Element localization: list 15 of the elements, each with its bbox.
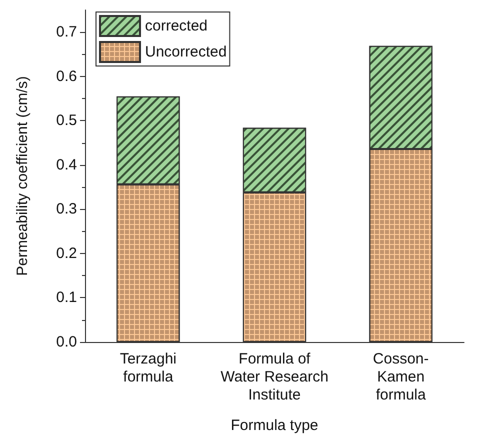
y-tick-label: 0.3 <box>56 200 77 218</box>
legend-label: Uncorrected <box>145 44 227 60</box>
x-tick-label: Cosson- Kamen formula <box>372 350 429 404</box>
y-tick-label: 0.7 <box>56 24 77 41</box>
x-tick-label: Terzaghi formula <box>120 350 177 386</box>
y-tick-label: 0.6 <box>56 68 77 85</box>
y-tick-label: 0.4 <box>56 156 77 174</box>
y-tick-label: 0.0 <box>56 334 77 350</box>
legend-label: corrected <box>145 18 208 34</box>
x-tick-label: Formula of Water Research Institute <box>220 350 328 404</box>
y-tick-label: 0.5 <box>56 112 77 130</box>
y-axis-title: Permeability coefficient (cm/s) <box>14 76 31 276</box>
y-tick-label: 0.2 <box>56 244 77 262</box>
y-tick-label: 0.1 <box>56 289 77 306</box>
x-axis-title: Formula type <box>230 417 318 434</box>
